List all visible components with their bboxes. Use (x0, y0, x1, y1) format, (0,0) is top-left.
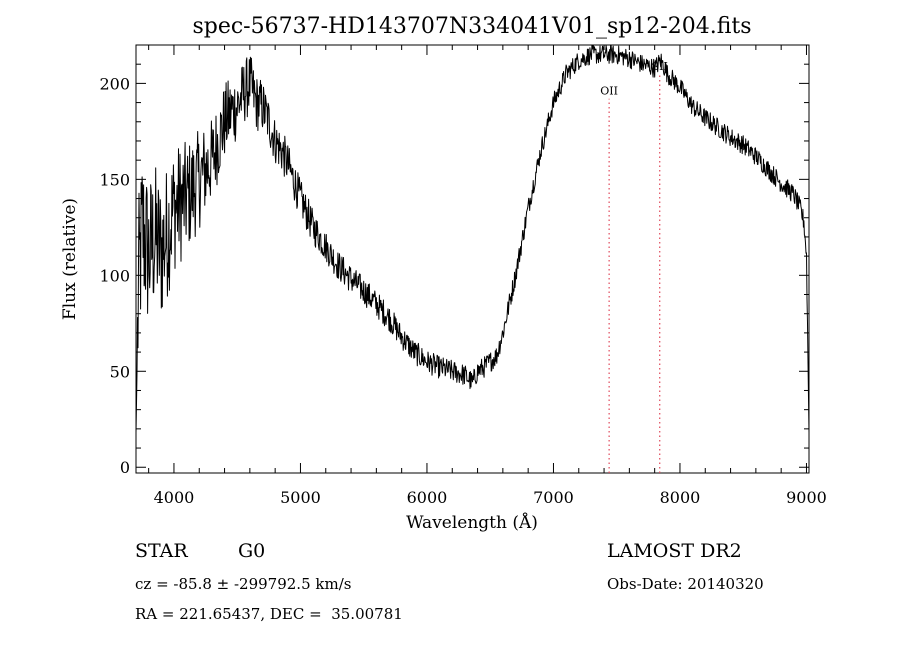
line-annotations: OII SII (600, 60, 668, 473)
x-tick-label: 6000 (407, 488, 448, 507)
x-tick-label: 5000 (280, 488, 321, 507)
chart-title: spec-56737-HD143707N334041V01_sp12-204.f… (192, 14, 751, 39)
x-tick-label: 9000 (786, 488, 827, 507)
y-tick-label: 0 (120, 458, 130, 477)
y-axis-tick-labels: 0 50 100 150 200 (99, 74, 130, 477)
y-tick-label: 150 (99, 170, 130, 189)
annotation-label: OII (600, 85, 618, 98)
y-tick-label: 100 (99, 266, 130, 285)
x-tick-label: 7000 (533, 488, 574, 507)
x-tick-label: 8000 (660, 488, 701, 507)
redshift-velocity: cz = -85.8 ± -299792.5 km/s (135, 575, 352, 593)
survey-name: LAMOST DR2 (607, 540, 742, 562)
plot-frame (135, 44, 810, 474)
x-axis-label: Wavelength (Å) (406, 512, 538, 533)
axis-ticks (136, 44, 809, 473)
x-tick-label: 4000 (154, 488, 195, 507)
spectral-subclass: G0 (238, 540, 266, 562)
object-type: STAR (135, 540, 188, 562)
y-tick-label: 200 (99, 74, 130, 93)
x-axis-tick-labels: 4000 5000 6000 7000 8000 9000 (154, 488, 827, 507)
flux-series-line (135, 44, 810, 433)
y-tick-label: 50 (110, 362, 130, 381)
annotation-label: SII (652, 60, 668, 73)
observation-date: Obs-Date: 20140320 (607, 575, 764, 593)
y-axis-label: Flux (relative) (60, 198, 80, 320)
coordinates: RA = 221.65437, DEC = 35.00781 (135, 605, 403, 623)
